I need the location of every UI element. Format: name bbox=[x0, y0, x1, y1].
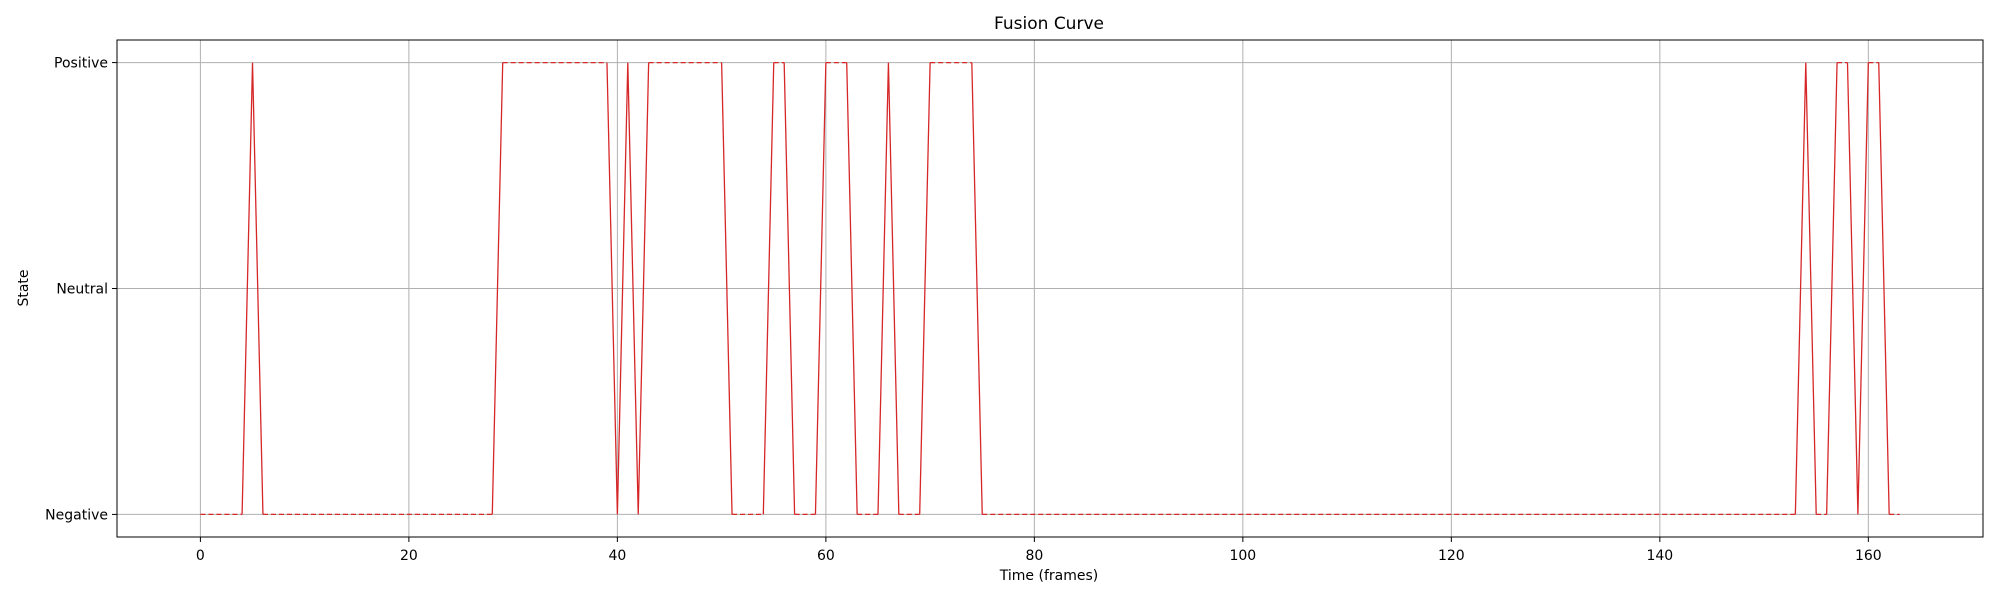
curve-segment bbox=[783, 62, 796, 515]
curve-segment bbox=[1794, 62, 1817, 515]
y-tick-label: Neutral bbox=[56, 282, 108, 298]
curve-segment bbox=[720, 62, 733, 515]
curve-segment bbox=[971, 62, 983, 515]
x-tick-label: 0 bbox=[196, 548, 205, 564]
x-axis-label: Time (frames) bbox=[999, 568, 1098, 584]
curve-segment bbox=[606, 62, 650, 515]
grid bbox=[117, 40, 1983, 537]
curve-segment bbox=[491, 62, 504, 515]
x-tick-label: 80 bbox=[1025, 548, 1043, 564]
curve-segment bbox=[241, 62, 264, 515]
y-tick-label: Positive bbox=[54, 56, 108, 72]
x-tick-label: 160 bbox=[1855, 548, 1882, 564]
x-tick-label: 40 bbox=[608, 548, 626, 564]
x-tick-label: 120 bbox=[1438, 548, 1465, 564]
curve-segment bbox=[1878, 62, 1890, 515]
x-tick-label: 100 bbox=[1229, 548, 1256, 564]
x-tick-label: 140 bbox=[1646, 548, 1673, 564]
curve-segment bbox=[919, 62, 931, 515]
y-axis: Negative Neutral Positive bbox=[45, 56, 117, 523]
curve-segment bbox=[1846, 62, 1869, 515]
curve-segment bbox=[877, 62, 900, 515]
curve-segment bbox=[1825, 62, 1838, 515]
x-tick-label: 60 bbox=[817, 548, 835, 564]
x-axis: 0 20 40 60 80 100 120 140 160 bbox=[196, 537, 1882, 564]
curve-segment bbox=[762, 62, 775, 515]
x-tick-label: 20 bbox=[400, 548, 418, 564]
curve-segment bbox=[846, 62, 858, 515]
y-tick-label: Negative bbox=[45, 507, 108, 523]
chart-title: Fusion Curve bbox=[994, 14, 1104, 34]
y-axis-label: State bbox=[16, 269, 32, 306]
fusion-curve-line bbox=[200, 61, 1900, 516]
curve-segment bbox=[814, 62, 827, 515]
